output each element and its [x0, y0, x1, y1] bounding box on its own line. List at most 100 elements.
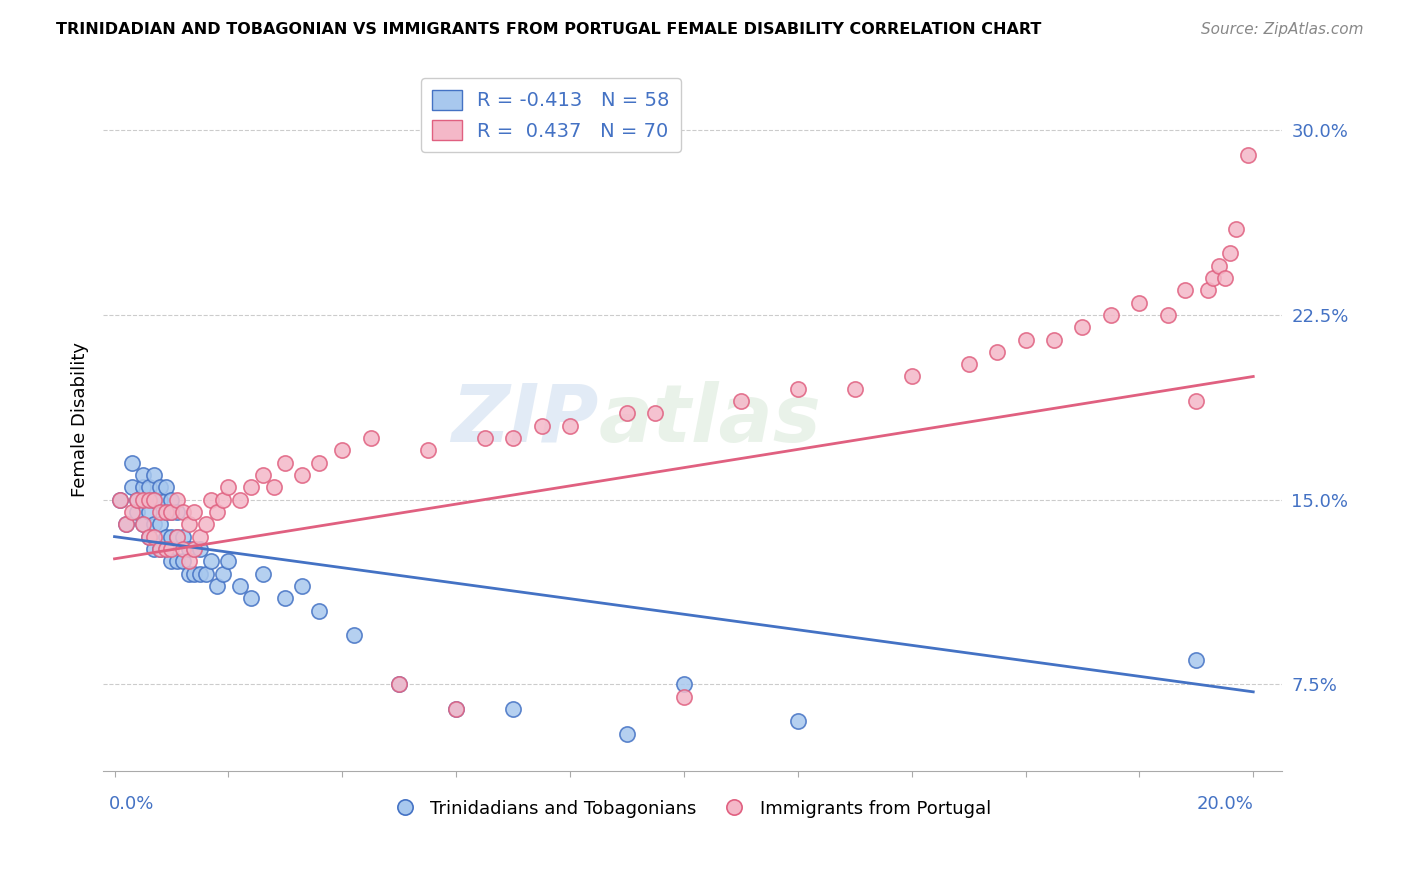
Point: [1208, 259, 1230, 273]
Point: [252, 566, 274, 581]
Point: [1202, 271, 1225, 285]
Point: [183, 541, 205, 556]
Point: [132, 468, 155, 483]
Point: [644, 407, 666, 421]
Point: [252, 468, 274, 483]
Point: [1014, 333, 1036, 347]
Point: [132, 517, 155, 532]
Point: [1185, 653, 1208, 667]
Point: [155, 505, 177, 519]
Point: [132, 480, 155, 494]
Point: [200, 554, 222, 568]
Point: [474, 431, 496, 445]
Point: [183, 541, 205, 556]
Text: 20.0%: 20.0%: [1197, 796, 1253, 814]
Point: [444, 702, 467, 716]
Point: [188, 541, 211, 556]
Point: [444, 702, 467, 716]
Point: [1185, 394, 1208, 409]
Point: [149, 541, 172, 556]
Point: [160, 492, 183, 507]
Point: [172, 541, 194, 556]
Point: [149, 541, 172, 556]
Point: [149, 480, 172, 494]
Point: [240, 591, 263, 606]
Point: [166, 554, 188, 568]
Point: [416, 443, 439, 458]
Point: [127, 505, 149, 519]
Point: [229, 492, 252, 507]
Point: [957, 357, 980, 371]
Point: [308, 603, 330, 617]
Point: [1197, 283, 1219, 297]
Point: [502, 431, 524, 445]
Point: [1225, 221, 1247, 235]
Point: [211, 566, 233, 581]
Point: [138, 492, 160, 507]
Point: [616, 407, 638, 421]
Point: [166, 530, 188, 544]
Point: [274, 591, 297, 606]
Point: [388, 677, 411, 691]
Point: [155, 530, 177, 544]
Point: [1157, 308, 1180, 322]
Point: [177, 541, 200, 556]
Point: [1219, 246, 1241, 260]
Y-axis label: Female Disability: Female Disability: [72, 343, 89, 497]
Text: ZIP: ZIP: [451, 381, 598, 458]
Point: [132, 492, 155, 507]
Point: [132, 517, 155, 532]
Point: [844, 382, 866, 396]
Point: [127, 492, 149, 507]
Point: [1174, 283, 1197, 297]
Point: [177, 517, 200, 532]
Point: [229, 579, 252, 593]
Point: [217, 554, 239, 568]
Legend: Trinidadians and Tobagonians, Immigrants from Portugal: Trinidadians and Tobagonians, Immigrants…: [387, 792, 998, 825]
Point: [194, 517, 217, 532]
Point: [160, 505, 183, 519]
Point: [530, 418, 553, 433]
Point: [183, 505, 205, 519]
Point: [274, 456, 297, 470]
Point: [308, 456, 330, 470]
Point: [143, 517, 166, 532]
Point: [194, 566, 217, 581]
Point: [1071, 320, 1094, 334]
Point: [138, 530, 160, 544]
Point: [115, 517, 138, 532]
Point: [177, 554, 200, 568]
Point: [108, 492, 131, 507]
Point: [1236, 147, 1258, 161]
Point: [127, 492, 149, 507]
Point: [240, 480, 263, 494]
Point: [786, 382, 808, 396]
Point: [149, 517, 172, 532]
Point: [138, 530, 160, 544]
Point: [200, 492, 222, 507]
Point: [211, 492, 233, 507]
Point: [263, 480, 285, 494]
Point: [121, 480, 143, 494]
Point: [160, 541, 183, 556]
Point: [786, 714, 808, 729]
Text: Source: ZipAtlas.com: Source: ZipAtlas.com: [1201, 22, 1364, 37]
Point: [900, 369, 922, 384]
Point: [121, 505, 143, 519]
Point: [183, 566, 205, 581]
Point: [360, 431, 382, 445]
Point: [217, 480, 239, 494]
Point: [149, 505, 172, 519]
Point: [166, 505, 188, 519]
Point: [143, 492, 166, 507]
Point: [1213, 271, 1236, 285]
Point: [160, 505, 183, 519]
Point: [155, 541, 177, 556]
Text: 0.0%: 0.0%: [108, 796, 155, 814]
Point: [330, 443, 353, 458]
Point: [143, 468, 166, 483]
Point: [172, 554, 194, 568]
Point: [121, 456, 143, 470]
Point: [188, 530, 211, 544]
Point: [502, 702, 524, 716]
